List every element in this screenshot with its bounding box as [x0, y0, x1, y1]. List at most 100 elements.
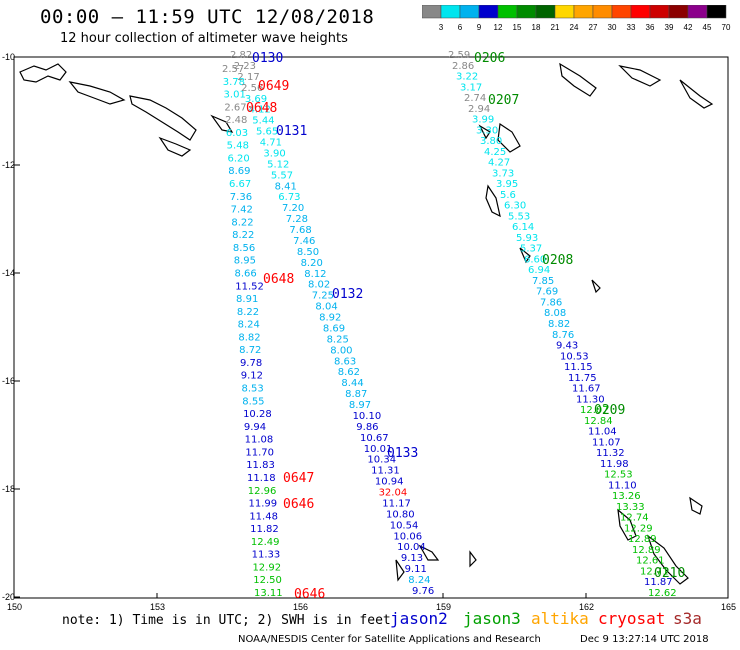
lat-label: -10	[2, 52, 15, 62]
generation-timestamp: Dec 9 13:27:14 UTC 2018	[580, 634, 709, 645]
swh-value: 7.20	[282, 203, 304, 214]
colorbar-label: 42	[684, 23, 693, 32]
swh-value: 12.96	[248, 486, 277, 497]
swh-value: 11.07	[592, 437, 621, 448]
swh-value: 3.95	[496, 179, 518, 190]
swh-value: 13.11	[254, 588, 283, 599]
swh-value: 12.62	[648, 588, 677, 599]
coastline	[519, 247, 531, 264]
swh-value: 32.04	[379, 488, 408, 499]
swh-value: 8.92	[319, 313, 341, 324]
swh-value: 5.12	[267, 159, 289, 170]
lat-label: -12	[2, 160, 15, 170]
swh-value: 8.22	[232, 230, 254, 241]
colorbar-label: 39	[665, 23, 674, 32]
swh-value: 8.20	[301, 258, 323, 269]
swh-value: 8.63	[334, 356, 356, 367]
swh-value: 11.98	[600, 459, 629, 470]
coastline	[485, 184, 501, 218]
swh-value: 13.26	[612, 491, 641, 502]
swh-value: 8.56	[233, 243, 255, 254]
swh-value: 8.62	[338, 367, 360, 378]
units-note: note: 1) Time is in UTC; 2) SWH is in fe…	[62, 613, 391, 628]
swh-value: 9.13	[401, 553, 423, 564]
swh-value: 8.76	[552, 330, 574, 341]
swh-value: 7.46	[293, 236, 315, 247]
swh-value: 8.66	[234, 268, 256, 279]
swh-value: 5.65	[256, 127, 278, 138]
lat-label: -18	[2, 484, 15, 494]
swh-value: 10.01	[364, 444, 393, 455]
swh-value: 7.28	[286, 214, 308, 225]
credit-line: NOAA/NESDIS Center for Satellite Applica…	[238, 634, 541, 645]
pass-time-label: 0646	[294, 587, 325, 602]
swh-value: 5.53	[508, 211, 530, 222]
colorbar-label: 12	[494, 23, 503, 32]
legend-cryosat: cryosat	[598, 609, 666, 628]
swh-value: 10.94	[375, 477, 404, 488]
swh-value: 3.30	[476, 125, 498, 136]
swh-value: 8.12	[304, 269, 326, 280]
lat-label: -20	[2, 592, 15, 602]
swh-value: 4.12	[249, 105, 271, 116]
legend-jason2: jason2	[390, 609, 448, 628]
colorbar-label: 21	[551, 23, 560, 32]
pass-time-label: 0646	[283, 497, 314, 512]
coastline	[646, 534, 689, 585]
swh-value: 12.89	[628, 534, 657, 545]
swh-value: 4.27	[488, 158, 510, 169]
swh-value: 2.94	[468, 104, 490, 115]
swh-value: 8.91	[236, 294, 258, 305]
swh-value: 8.04	[315, 302, 337, 313]
colorbar-label: 36	[646, 23, 655, 32]
swh-value: 9.12	[241, 371, 263, 382]
swh-value: 8.69	[323, 323, 345, 334]
swh-value: 2.17	[237, 72, 259, 83]
swh-value: 8.24	[238, 320, 260, 331]
swh-value: 12.89	[632, 545, 661, 556]
lat-label: -14	[2, 268, 15, 278]
coastline	[210, 114, 234, 133]
swh-value: 3.22	[456, 72, 478, 83]
swh-value: 8.82	[548, 319, 570, 330]
swh-value: 9.76	[412, 586, 434, 597]
swh-value: 5.57	[271, 170, 293, 181]
colorbar-label: 45	[703, 23, 712, 32]
colorbar-label: 3	[439, 23, 444, 32]
swh-value: 6.03	[226, 128, 248, 139]
swh-value: 2.48	[225, 115, 247, 126]
pass-time-label: 0133	[387, 446, 418, 461]
swh-value: 8.69	[228, 166, 250, 177]
coastline	[591, 279, 601, 294]
swh-value: 3.90	[263, 148, 285, 159]
swh-value: 3.78	[223, 77, 245, 88]
swh-value: 7.85	[532, 276, 554, 287]
lon-label: 153	[150, 602, 165, 612]
pass-time-label: 0648	[246, 101, 277, 116]
swh-value: 11.82	[250, 524, 279, 535]
pass-time-label: 0208	[542, 253, 573, 268]
swh-value: 2.86	[452, 61, 474, 72]
pass-time-label: 0132	[332, 287, 363, 302]
swh-value: 2.59	[448, 50, 470, 61]
swh-value: 5.6	[500, 190, 516, 201]
swh-value: 10.10	[353, 411, 382, 422]
swh-value: 6.60	[524, 254, 546, 265]
colorbar-label: 30	[608, 23, 617, 32]
swh-value: 3.69	[245, 94, 267, 105]
lon-label: 150	[7, 602, 22, 612]
map-subtitle: 12 hour collection of altimeter wave hei…	[60, 31, 348, 46]
swh-value: 2.67	[224, 102, 246, 113]
swh-value: 11.30	[576, 394, 605, 405]
swh-value: 10.80	[386, 509, 415, 520]
swh-value: 11.08	[245, 435, 274, 446]
swh-value: 12.49	[251, 537, 280, 548]
lon-label: 159	[436, 602, 451, 612]
swh-value: 8.50	[297, 247, 319, 258]
swh-value: 2.23	[234, 61, 256, 72]
swh-value: 3.99	[472, 115, 494, 126]
legend-altika: altika	[531, 609, 589, 628]
swh-value: 11.32	[596, 448, 625, 459]
pass-time-label: 0647	[283, 471, 314, 486]
swh-value: 11.75	[568, 373, 597, 384]
